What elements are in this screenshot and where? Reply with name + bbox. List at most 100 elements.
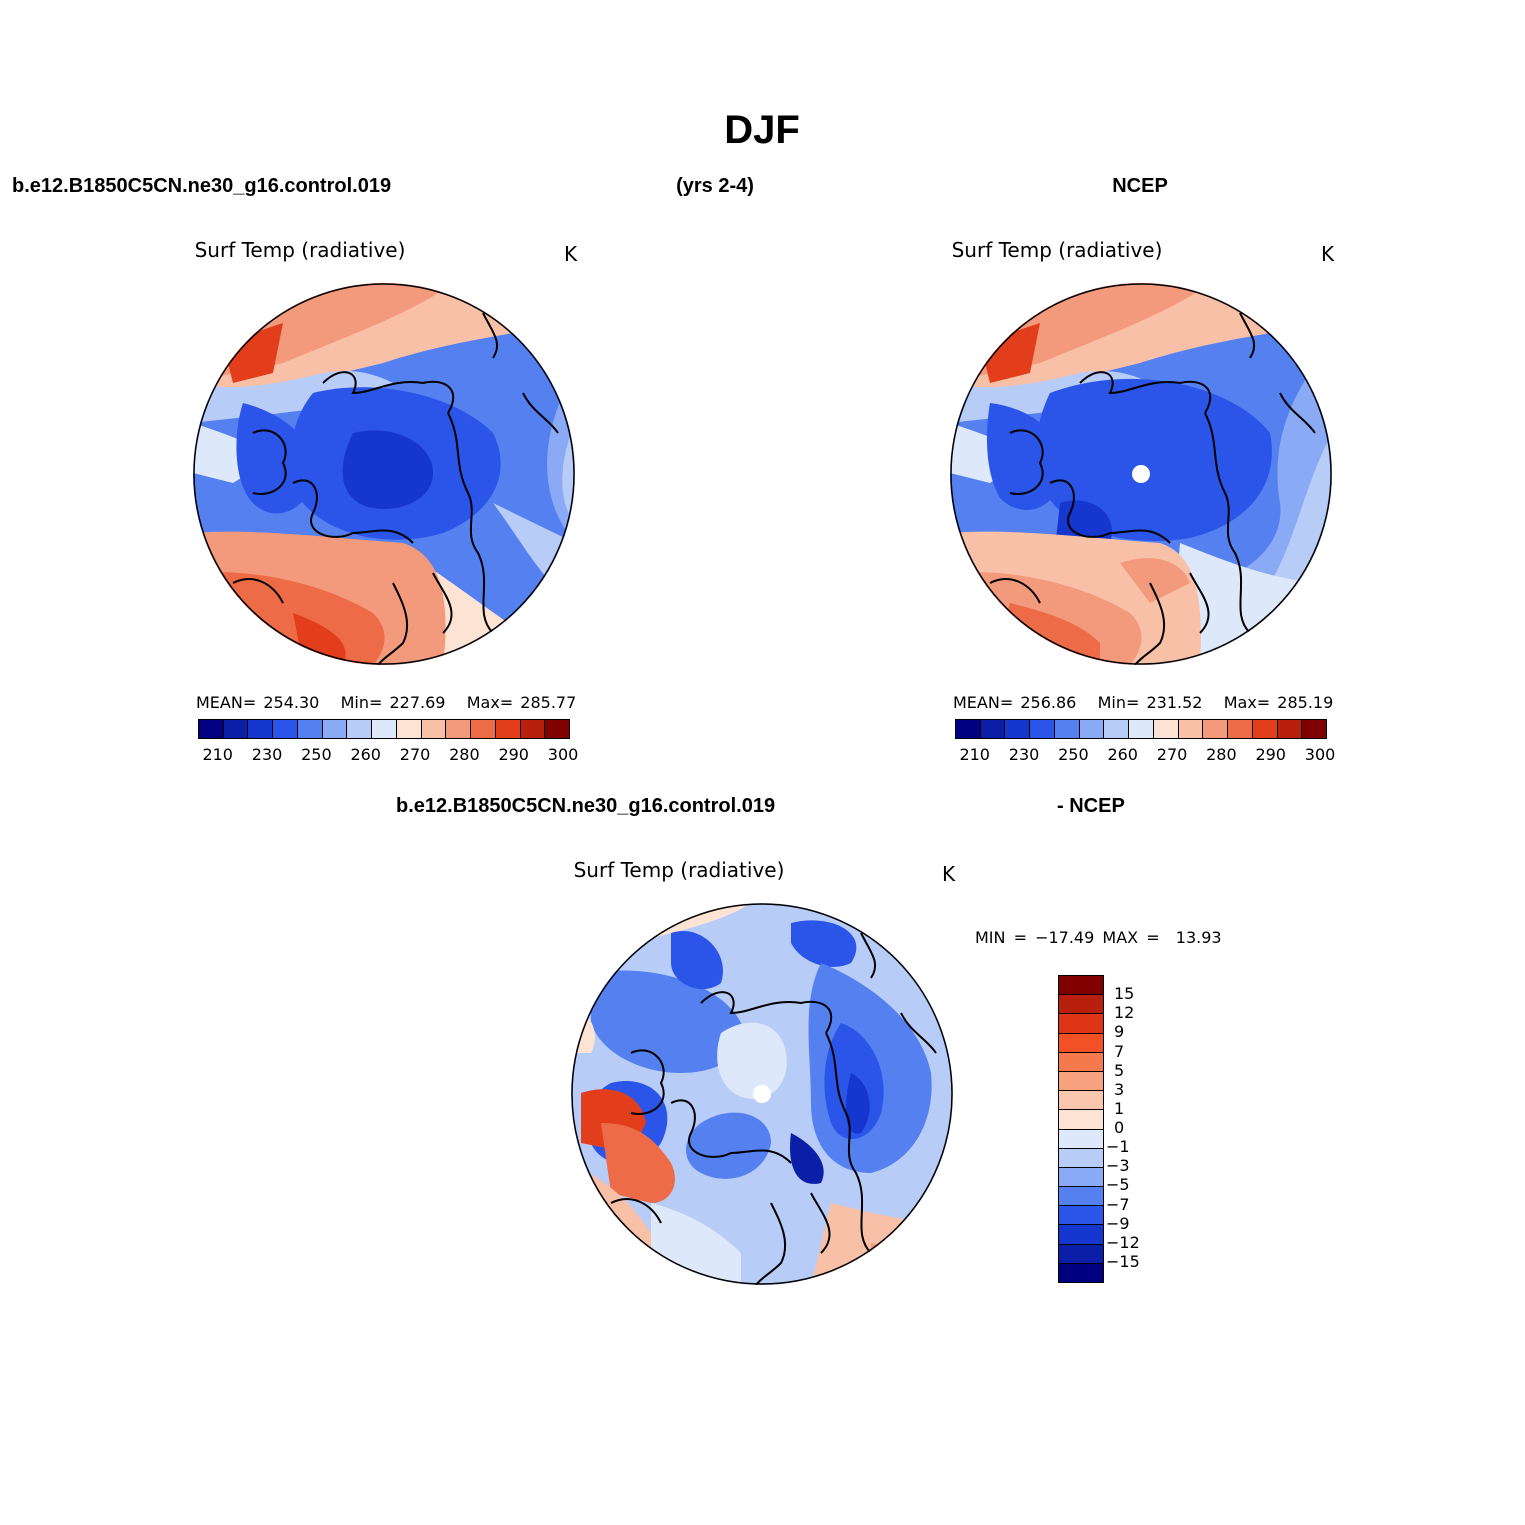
colorbar-swatch [1059, 1225, 1103, 1245]
reference-label: NCEP [1112, 175, 1168, 197]
obs-mean-label: MEAN= [953, 693, 1014, 712]
colorbar-tick-label: 12 [1114, 1003, 1135, 1023]
colorbar-swatch [1059, 1244, 1103, 1264]
colorbar-tick-label: −7 [1106, 1194, 1130, 1214]
obs-units-label: K [1321, 242, 1335, 266]
model-mean-value: 254.30 [263, 693, 320, 712]
colorbar-tick-label: 230 [1008, 745, 1040, 764]
model-variable-label: Surf Temp (radiative) [194, 238, 406, 262]
colorbar-swatch [1054, 720, 1080, 738]
colorbar-swatch [1228, 720, 1253, 738]
diff-case-label: b.e12.B1850C5CN.ne30_g16.control.019 [396, 795, 776, 817]
obs-min-label: Min= [1097, 693, 1140, 712]
colorbar-swatch [297, 720, 323, 738]
colorbar-swatch [248, 720, 274, 738]
diff-max-label: MAX = [1102, 928, 1160, 947]
colorbar-swatch [1059, 1206, 1103, 1226]
colorbar-swatch [1059, 1110, 1103, 1130]
colorbar-tick-label: 210 [202, 745, 233, 764]
colorbar-swatch [223, 720, 249, 738]
model-max-value: 285.77 [520, 693, 577, 712]
colorbar-swatch [1059, 1014, 1103, 1034]
colorbar-tick-label: 290 [498, 745, 529, 764]
colorbar-tick-label: 210 [959, 745, 990, 764]
colorbar-swatch [1203, 720, 1229, 738]
model-max-label: Max= [466, 693, 514, 712]
diff-variable-label: Surf Temp (radiative) [573, 858, 785, 882]
obs-stats: MEAN= 256.86 Min= 231.52 Max= 285.19 [953, 693, 1333, 712]
obs-colorbar [955, 719, 1327, 739]
colorbar-tick-label: −12 [1106, 1232, 1140, 1252]
colorbar-tick-label: −5 [1106, 1175, 1130, 1195]
model-colorbar-ticks: 210 230 250 260 270 280 290 300 [0, 745, 1525, 765]
diff-reference-label: - NCEP [1057, 795, 1125, 817]
model-mean-label: MEAN= [196, 693, 257, 712]
colorbar-tick-label: 7 [1114, 1041, 1125, 1061]
colorbar-swatch [1030, 720, 1055, 738]
colorbar-tick-label: 15 [1114, 984, 1135, 1004]
colorbar-swatch [1059, 1167, 1103, 1188]
colorbar-tick-label: −9 [1106, 1213, 1130, 1233]
diff-units-label: K [942, 862, 956, 886]
colorbar-tick-label: 5 [1114, 1060, 1125, 1080]
colorbar-tick-label: 300 [1304, 745, 1336, 764]
colorbar-swatch [1059, 1148, 1103, 1168]
colorbar-swatch [199, 720, 224, 738]
obs-min-value: 231.52 [1146, 693, 1203, 712]
colorbar-tick-label: −15 [1106, 1251, 1140, 1271]
colorbar-tick-label: 270 [1156, 745, 1188, 764]
colorbar-swatch [495, 720, 521, 738]
model-polar-map [193, 283, 575, 665]
colorbar-swatch [1059, 1033, 1103, 1053]
colorbar-swatch [1059, 1071, 1103, 1092]
diff-stats: MIN = −17.49 MAX = 13.93 [975, 928, 1222, 947]
model-min-value: 227.69 [389, 693, 446, 712]
colorbar-swatch [1059, 1091, 1103, 1111]
colorbar-swatch [1059, 1052, 1103, 1072]
colorbar-tick-label: 260 [350, 745, 381, 764]
colorbar-swatch [1129, 720, 1154, 738]
colorbar-tick-label: 260 [1107, 745, 1138, 764]
colorbar-swatch [1153, 720, 1179, 738]
colorbar-swatch [1059, 1263, 1103, 1282]
figure-title: DJF [724, 108, 800, 152]
colorbar-tick-label: −3 [1106, 1156, 1130, 1176]
colorbar-swatch [446, 720, 472, 738]
colorbar-tick-label: −1 [1106, 1137, 1130, 1157]
diff-colorbar-ticks: 15 12 9 7 5 3 1 0 −1 −3 −5 −7 −9 −12 −15 [1106, 975, 1166, 1281]
case-name-label: b.e12.B1850C5CN.ne30_g16.control.019 [12, 175, 392, 197]
colorbar-tick-label: 280 [1206, 745, 1237, 764]
obs-variable-label: Surf Temp (radiative) [951, 238, 1163, 262]
obs-polar-map [950, 283, 1332, 665]
colorbar-tick-label: 3 [1114, 1079, 1125, 1099]
obs-colorbar-ticks: 210 230 250 260 270 280 290 300 [0, 745, 1525, 765]
colorbar-tick-label: 9 [1114, 1022, 1125, 1042]
colorbar-swatch [1104, 720, 1130, 738]
colorbar-swatch [347, 720, 373, 738]
colorbar-swatch [1059, 1129, 1103, 1149]
colorbar-tick-label: 300 [547, 745, 579, 764]
diff-min-label: MIN = [975, 928, 1027, 947]
colorbar-swatch [520, 720, 546, 738]
model-stats: MEAN= 254.30 Min= 227.69 Max= 285.77 [196, 693, 576, 712]
colorbar-tick-label: 250 [301, 745, 332, 764]
colorbar-tick-label: 0 [1114, 1118, 1125, 1137]
colorbar-tick-label: 280 [449, 745, 480, 764]
model-min-label: Min= [340, 693, 383, 712]
colorbar-tick-label: 250 [1058, 745, 1089, 764]
colorbar-swatch [1059, 1187, 1103, 1207]
obs-mean-value: 256.86 [1020, 693, 1077, 712]
obs-max-value: 285.19 [1277, 693, 1334, 712]
colorbar-swatch [980, 720, 1006, 738]
obs-max-label: Max= [1223, 693, 1271, 712]
colorbar-swatch [372, 720, 397, 738]
colorbar-swatch [1059, 976, 1103, 996]
diff-max-value: 13.93 [1175, 928, 1222, 947]
colorbar-tick-label: 1 [1114, 1098, 1125, 1118]
diff-polar-map [571, 903, 953, 1285]
model-units-label: K [564, 242, 578, 266]
colorbar-tick-label: 270 [399, 745, 431, 764]
colorbar-swatch [1005, 720, 1031, 738]
colorbar-swatch [956, 720, 981, 738]
colorbar-swatch [1059, 995, 1103, 1015]
